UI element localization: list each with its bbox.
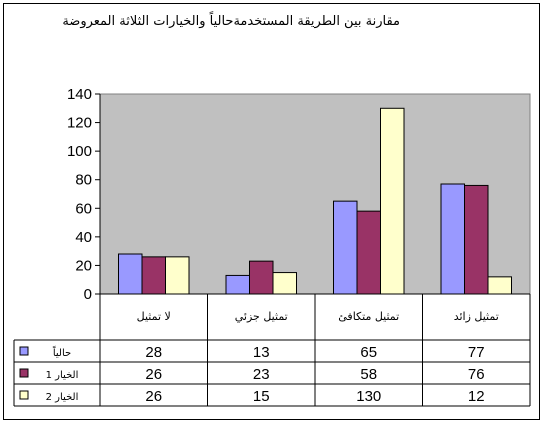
y-tick-label: 140 — [67, 86, 92, 103]
legend-label: حالياً — [53, 345, 71, 359]
x-tick-label: لا تمثيل — [137, 310, 171, 323]
bar — [249, 260, 274, 295]
legend-swatch — [19, 368, 29, 378]
data-label: 76 — [468, 366, 485, 383]
bar — [141, 256, 166, 295]
data-label: 26 — [145, 366, 162, 383]
bar — [464, 184, 489, 295]
x-tick-label: تمثيل زائد — [454, 310, 499, 323]
y-tick-label: 60 — [75, 200, 92, 217]
y-tick-label: 40 — [75, 229, 92, 246]
data-label: 26 — [145, 388, 162, 405]
bar — [118, 253, 143, 295]
data-label: 77 — [468, 344, 485, 361]
bar — [440, 183, 465, 295]
bar — [487, 276, 512, 295]
bar — [165, 256, 190, 295]
data-label: 65 — [360, 344, 377, 361]
chart-title: مقارنة بين الطريقة المستخدمةحالياً والخي… — [62, 14, 400, 29]
data-label: 28 — [145, 344, 162, 361]
y-tick-label: 20 — [75, 257, 92, 274]
bar — [356, 210, 381, 295]
legend-swatch — [19, 390, 29, 400]
y-tick-label: 0 — [84, 286, 92, 303]
x-tick-label: تمثيل متكافئ — [338, 310, 399, 323]
data-label: 13 — [253, 344, 270, 361]
data-label: 130 — [356, 388, 381, 405]
y-tick-label: 80 — [75, 172, 92, 189]
data-label: 15 — [253, 388, 270, 405]
y-tick-label: 120 — [67, 115, 92, 132]
data-label: 58 — [360, 366, 377, 383]
bar — [333, 200, 358, 295]
bar — [380, 107, 405, 295]
bar — [272, 272, 297, 295]
legend-swatch — [19, 346, 29, 356]
data-label: 12 — [468, 388, 485, 405]
x-tick-label: تمثيل جزئي — [235, 310, 288, 323]
legend-label: الخيار 2 — [46, 392, 79, 403]
y-tick-label: 100 — [67, 143, 92, 160]
legend-label: الخيار 1 — [46, 370, 79, 381]
bar — [225, 274, 250, 295]
data-label: 23 — [253, 366, 270, 383]
